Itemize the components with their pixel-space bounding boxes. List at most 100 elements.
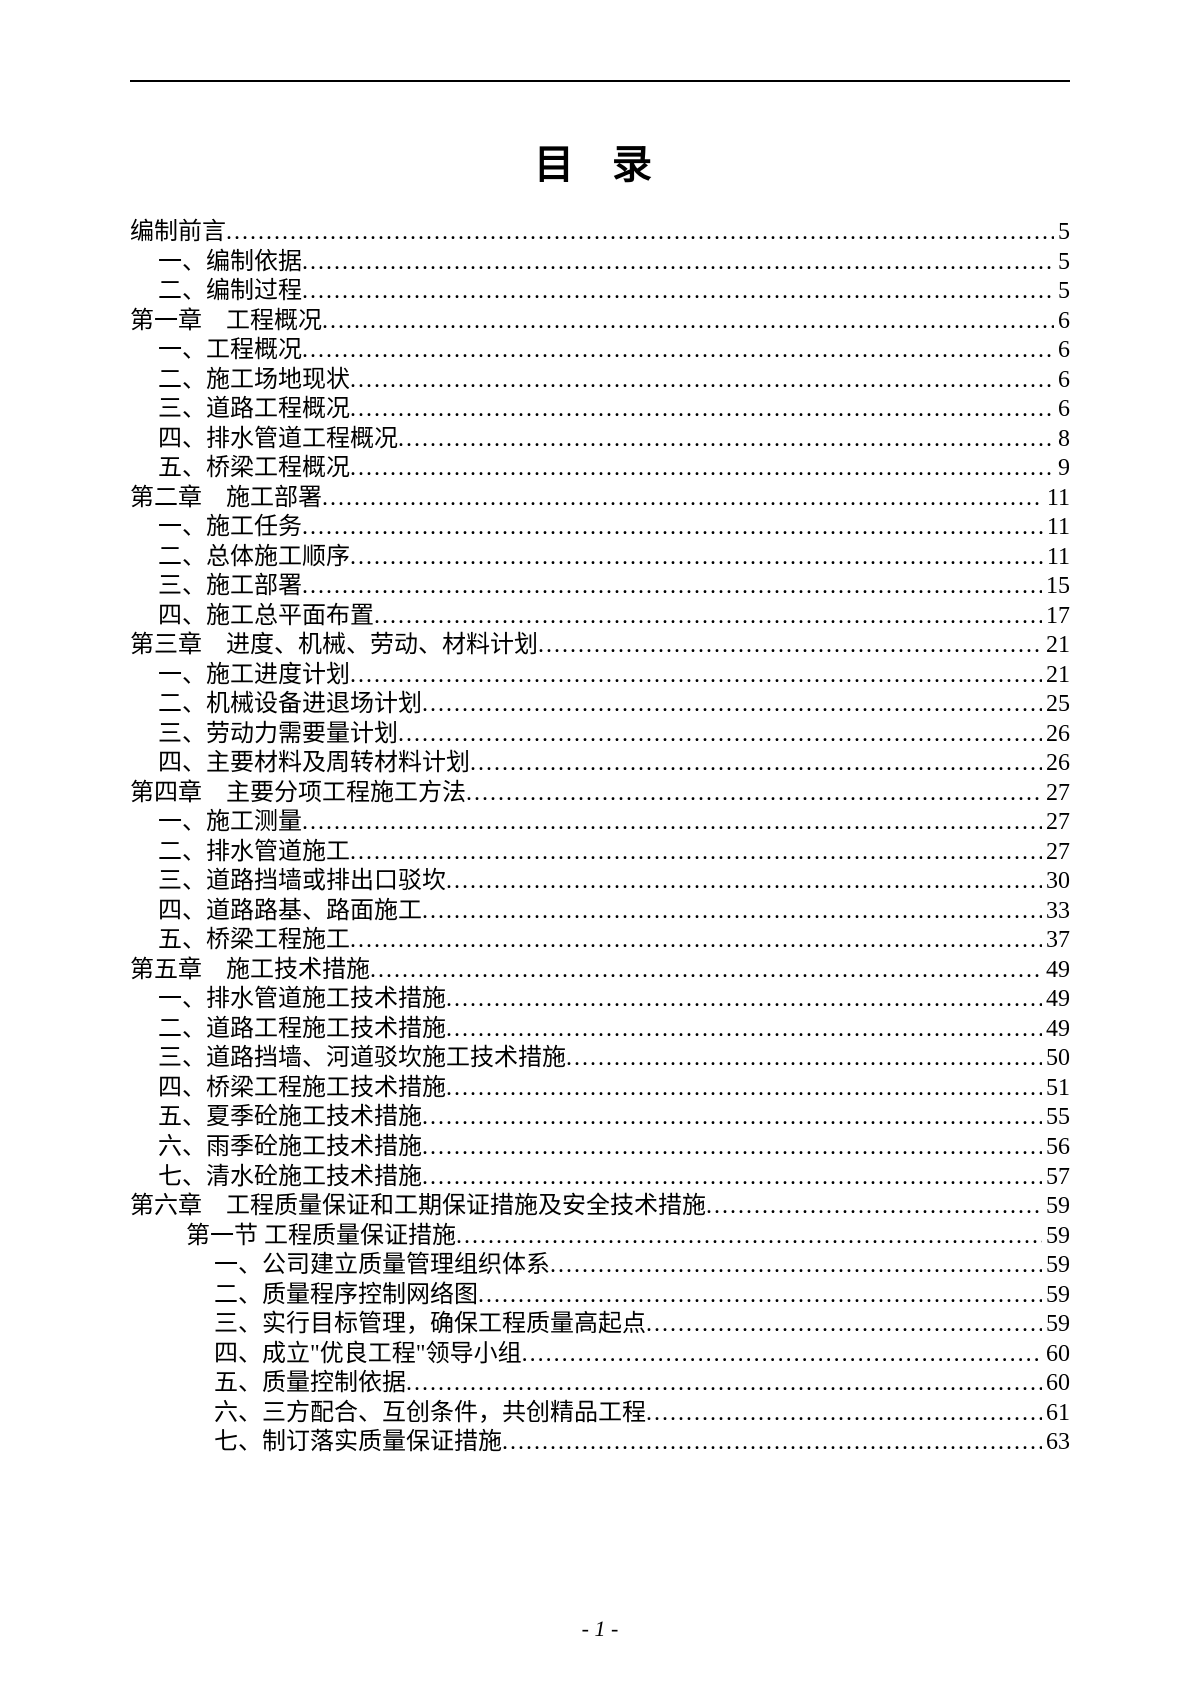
toc-entry-page: 55 (1042, 1103, 1070, 1133)
toc-entry-label: 第一章 工程概况 (130, 307, 322, 337)
toc-leader-dots: ........................................… (522, 1340, 1042, 1370)
toc-entry: 二、道路工程施工技术措施............................… (130, 1015, 1070, 1045)
toc-entry: 一、工程概况..................................… (130, 336, 1070, 366)
toc-entry-label: 五、夏季砼施工技术措施 (158, 1103, 422, 1133)
toc-leader-dots: ........................................… (350, 661, 1042, 691)
toc-leader-dots: ........................................… (422, 897, 1042, 927)
toc-entry: 一、编制依据..................................… (130, 248, 1070, 278)
toc-entry-page: 17 (1042, 602, 1070, 632)
toc-entry: 四、施工总平面布置...............................… (130, 602, 1070, 632)
toc-entry: 二、总体施工顺序................................… (130, 543, 1070, 573)
toc-leader-dots: ........................................… (350, 454, 1054, 484)
toc-leader-dots: ........................................… (446, 1015, 1042, 1045)
toc-leader-dots: ........................................… (370, 956, 1042, 986)
toc-entry-page: 59 (1042, 1222, 1070, 1252)
toc-entry: 三、劳动力需要量计划..............................… (130, 720, 1070, 750)
toc-entry: 七、制订落实质量保证措施............................… (130, 1428, 1070, 1458)
toc-entry: 第四章 主要分项工程施工方法..........................… (130, 779, 1070, 809)
toc-leader-dots: ........................................… (350, 838, 1042, 868)
toc-entry: 一、排水管道施工技术措施............................… (130, 985, 1070, 1015)
toc-leader-dots: ........................................… (302, 808, 1042, 838)
toc-entry-label: 一、施工进度计划 (158, 661, 350, 691)
toc-leader-dots: ........................................… (398, 425, 1054, 455)
toc-entry-page: 37 (1042, 926, 1070, 956)
toc-entry-page: 6 (1054, 307, 1070, 337)
toc-entry-label: 五、桥梁工程概况 (158, 454, 350, 484)
toc-entry-label: 四、成立"优良工程"领导小组 (214, 1340, 522, 1370)
toc-entry-label: 三、道路工程概况 (158, 395, 350, 425)
page-container: 目 录 编制前言................................… (0, 0, 1200, 1518)
toc-entry-label: 第三章 进度、机械、劳动、材料计划 (130, 631, 538, 661)
toc-leader-dots: ........................................… (374, 602, 1042, 632)
toc-leader-dots: ........................................… (350, 366, 1054, 396)
toc-entry-label: 二、排水管道施工 (158, 838, 350, 868)
toc-entry-page: 49 (1042, 1015, 1070, 1045)
toc-entry-label: 第一节 工程质量保证措施 (186, 1222, 456, 1252)
toc-entry-label: 四、道路路基、路面施工 (158, 897, 422, 927)
toc-entry-page: 63 (1042, 1428, 1070, 1458)
toc-leader-dots: ........................................… (446, 985, 1042, 1015)
toc-leader-dots: ........................................… (398, 720, 1042, 750)
toc-entry-page: 30 (1042, 867, 1070, 897)
toc-entry-label: 二、机械设备进退场计划 (158, 690, 422, 720)
toc-entry-label: 一、施工测量 (158, 808, 302, 838)
toc-entry-label: 四、桥梁工程施工技术措施 (158, 1074, 446, 1104)
toc-entry-page: 49 (1042, 956, 1070, 986)
toc-entry-label: 七、清水砼施工技术措施 (158, 1163, 422, 1193)
toc-entry-page: 50 (1042, 1044, 1070, 1074)
toc-entry: 二、编制过程..................................… (130, 277, 1070, 307)
toc-entry-label: 三、道路挡墙、河道驳坎施工技术措施 (158, 1044, 566, 1074)
toc-entry-page: 11 (1043, 543, 1070, 573)
toc-entry: 三、施工部署..................................… (130, 572, 1070, 602)
toc-leader-dots: ........................................… (456, 1222, 1042, 1252)
toc-entry-label: 五、桥梁工程施工 (158, 926, 350, 956)
toc-entry-page: 60 (1042, 1369, 1070, 1399)
toc-entry-label: 第二章 施工部署 (130, 484, 322, 514)
toc-leader-dots: ........................................… (422, 1103, 1042, 1133)
toc-entry-page: 56 (1042, 1133, 1070, 1163)
toc-entry-label: 二、质量程序控制网络图 (214, 1281, 478, 1311)
toc-leader-dots: ........................................… (350, 543, 1043, 573)
toc-entry: 一、施工进度计划................................… (130, 661, 1070, 691)
toc-entry-page: 49 (1042, 985, 1070, 1015)
toc-leader-dots: ........................................… (302, 336, 1054, 366)
toc-entry-page: 59 (1042, 1251, 1070, 1281)
toc-entry: 一、施工任务..................................… (130, 513, 1070, 543)
toc-entry-page: 5 (1054, 248, 1070, 278)
toc-entry-label: 二、施工场地现状 (158, 366, 350, 396)
toc-leader-dots: ........................................… (466, 779, 1042, 809)
toc-leader-dots: ........................................… (322, 307, 1054, 337)
toc-leader-dots: ........................................… (422, 690, 1042, 720)
toc-entry-label: 第四章 主要分项工程施工方法 (130, 779, 466, 809)
toc-entry-page: 9 (1054, 454, 1070, 484)
toc-leader-dots: ........................................… (550, 1251, 1042, 1281)
toc-entry: 四、主要材料及周转材料计划...........................… (130, 749, 1070, 779)
toc-entry-page: 61 (1042, 1399, 1070, 1429)
toc-entry: 第一节 工程质量保证措施............................… (130, 1222, 1070, 1252)
toc-entry: 第一章 工程概况................................… (130, 307, 1070, 337)
toc-entry: 第二章 施工部署................................… (130, 484, 1070, 514)
toc-entry: 五、桥梁工程概况................................… (130, 454, 1070, 484)
toc-entry-label: 第六章 工程质量保证和工期保证措施及安全技术措施 (130, 1192, 706, 1222)
toc-title: 目 录 (130, 132, 1070, 190)
toc-entry-page: 26 (1042, 749, 1070, 779)
toc-entry-page: 26 (1042, 720, 1070, 750)
toc-entry-page: 11 (1043, 484, 1070, 514)
toc-leader-dots: ........................................… (322, 484, 1043, 514)
toc-entry-label: 七、制订落实质量保证措施 (214, 1428, 502, 1458)
toc-entry: 五、质量控制依据................................… (130, 1369, 1070, 1399)
toc-entry-label: 第五章 施工技术措施 (130, 956, 370, 986)
toc-leader-dots: ........................................… (302, 277, 1054, 307)
toc-entry-page: 33 (1042, 897, 1070, 927)
toc-entry-page: 57 (1042, 1163, 1070, 1193)
toc-entry-page: 5 (1054, 277, 1070, 307)
toc-entry-label: 一、排水管道施工技术措施 (158, 985, 446, 1015)
toc-entry-page: 25 (1042, 690, 1070, 720)
toc-entry-page: 59 (1042, 1192, 1070, 1222)
toc-entry: 四、排水管道工程概况..............................… (130, 425, 1070, 455)
toc-entry-label: 三、实行目标管理，确保工程质量高起点 (214, 1310, 646, 1340)
toc-entry: 二、排水管道施工................................… (130, 838, 1070, 868)
toc-leader-dots: ........................................… (566, 1044, 1042, 1074)
toc-entry-label: 一、编制依据 (158, 248, 302, 278)
toc-leader-dots: ........................................… (646, 1310, 1042, 1340)
